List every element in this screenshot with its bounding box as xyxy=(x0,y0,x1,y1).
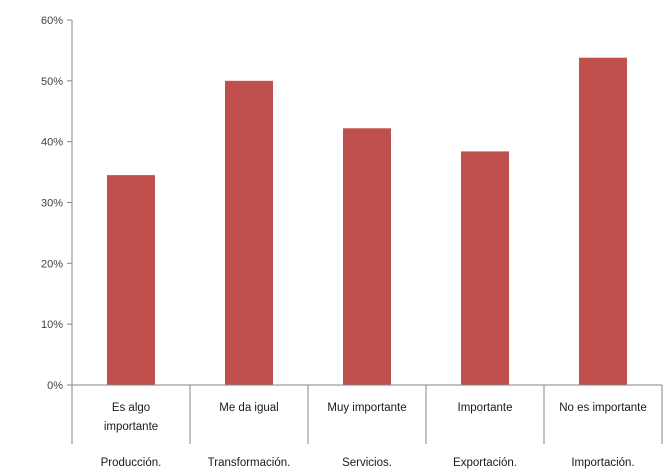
x-tick-label: No es importante xyxy=(559,402,647,414)
x-group-label: Servicios. xyxy=(342,457,392,469)
y-tick-label: 30% xyxy=(41,198,63,210)
y-tick-label: 60% xyxy=(41,15,63,27)
y-tick-label: 50% xyxy=(41,76,63,88)
bar xyxy=(461,151,509,385)
x-group-label: Importación. xyxy=(571,457,634,469)
y-tick-label: 10% xyxy=(41,319,63,331)
bar xyxy=(107,175,155,385)
x-axis: Es algo importante Producción. Me da igual T… xyxy=(71,384,663,469)
bar xyxy=(225,80,273,385)
x-tick-label: Muy importante xyxy=(327,402,406,414)
x-group-label: Transformación. xyxy=(208,457,291,469)
bar xyxy=(343,128,391,386)
y-tick-label: 0% xyxy=(47,380,63,392)
x-group-label: Producción. xyxy=(101,457,162,469)
x-group-label: Exportación. xyxy=(453,457,517,469)
y-tick-label: 20% xyxy=(41,258,63,270)
x-tick-label: Me da igual xyxy=(219,402,278,414)
bar xyxy=(579,57,627,385)
x-tick-label: Importante xyxy=(458,402,513,414)
bar-series xyxy=(107,57,627,386)
y-axis: 0% 10% 20% 30% 40% 50% 60% xyxy=(41,15,73,392)
y-tick-label: 40% xyxy=(41,137,63,149)
x-tick-label: Es algo xyxy=(112,402,150,414)
x-tick-label: importante xyxy=(104,421,158,433)
